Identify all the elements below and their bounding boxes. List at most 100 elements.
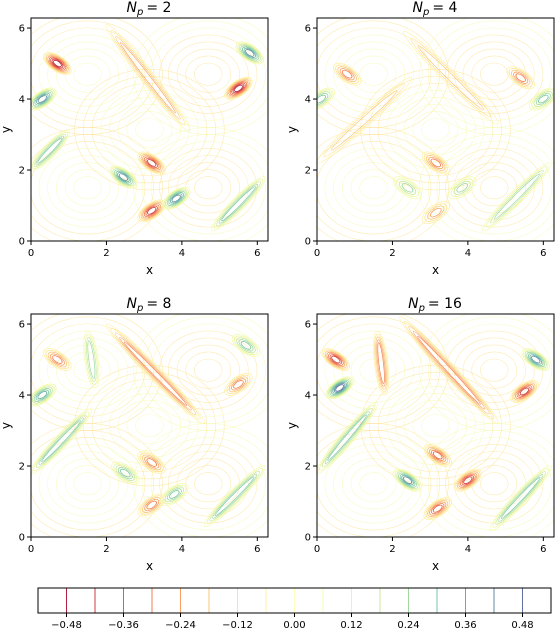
contour-line: [31, 385, 55, 405]
contour-line: [359, 472, 388, 496]
contour-line: [117, 467, 133, 480]
x-tick-label: 2: [103, 544, 109, 555]
contour-line: [117, 400, 182, 452]
contour-line: [326, 351, 346, 368]
contour-line: [229, 81, 248, 96]
contour-line: [510, 69, 531, 86]
contour-line: [31, 131, 68, 170]
contour-line: [333, 337, 414, 403]
contour-line: [317, 92, 329, 106]
contour-line: [321, 348, 351, 371]
contour-line: [421, 201, 451, 225]
contour-line: [73, 176, 102, 200]
colorbar-tick-label: 0.00: [283, 620, 305, 630]
contour-line: [231, 82, 246, 95]
contour-line: [386, 385, 485, 466]
contour-line: [359, 176, 388, 200]
contour-line: [176, 344, 240, 396]
contour-line: [460, 473, 476, 487]
contour-line: [135, 118, 164, 142]
contour-line: [164, 486, 185, 503]
contour-line: [55, 162, 120, 214]
contour-line: [141, 134, 268, 241]
contour-line: [166, 488, 182, 501]
contour-line: [516, 385, 533, 398]
axes-frame: [316, 313, 555, 538]
contour-line: [176, 48, 240, 100]
contour-line: [31, 383, 57, 407]
contour-line: [462, 344, 526, 396]
y-axis-label: y: [0, 126, 13, 133]
subplot-np-2: Np = 2 0 2 4 6 0 2 4 6 x y: [0, 0, 269, 277]
contour-line: [115, 170, 132, 184]
y-tick-label: 6: [19, 24, 25, 35]
contour-line: [533, 91, 554, 107]
contour-line: [317, 437, 432, 531]
contour-line: [421, 151, 451, 175]
contour-line: [456, 471, 479, 490]
contour-line: [159, 148, 258, 228]
contour-line: [471, 55, 518, 93]
contour-line: [91, 82, 208, 177]
contour-line: [398, 180, 417, 195]
contour-line: [87, 340, 96, 379]
subplot-np-16: Np = 16 0 2 4 6 0 2 4 6 x y: [285, 296, 555, 573]
contour-line: [230, 378, 246, 391]
contour-line: [35, 389, 50, 401]
y-tick-label: 2: [305, 462, 311, 473]
contour-line: [429, 501, 447, 516]
contour-line: [224, 76, 253, 100]
contour-line: [126, 111, 173, 149]
contour-line: [117, 172, 130, 183]
colorbar-level-lines: [66, 588, 523, 613]
contour-line: [482, 162, 552, 232]
contour-line: [214, 476, 255, 516]
contour-line: [115, 465, 136, 481]
contour-line: [341, 69, 353, 79]
contour-line: [31, 423, 163, 537]
contour-line: [113, 463, 138, 483]
contour-line: [31, 386, 53, 404]
contour-line: [402, 476, 413, 485]
contour-line: [500, 477, 541, 519]
contour-line: [31, 130, 70, 171]
contour-line: [236, 337, 256, 354]
contour-line: [456, 183, 469, 193]
contour-line: [341, 162, 406, 214]
vortex: [43, 348, 72, 371]
contour-line: [141, 454, 162, 471]
contour-line: [123, 341, 188, 406]
contour-line: [450, 178, 474, 197]
contour-line: [323, 349, 349, 370]
contour-line: [436, 27, 553, 121]
contour-line: [170, 193, 183, 204]
contour-line: [47, 351, 68, 368]
vortex: [160, 482, 189, 506]
contour-line: [427, 446, 449, 464]
plot-title: Np = 4: [413, 0, 458, 18]
contour-line: [33, 411, 90, 471]
contour-line: [337, 66, 357, 83]
contour-line: [426, 155, 446, 171]
contour-line: [463, 476, 473, 485]
contour-line: [515, 73, 526, 83]
colorbar-tick-label: −0.24: [165, 620, 196, 630]
contour-line: [47, 155, 128, 221]
y-axis-ticks: 0 2 4 6: [19, 24, 31, 248]
contour-line: [375, 336, 387, 390]
contour-line: [508, 68, 533, 88]
contour-line: [498, 474, 544, 522]
contour-line: [396, 471, 419, 490]
contour-line: [218, 183, 259, 224]
contour-line: [373, 330, 390, 396]
contour-line: [527, 353, 544, 366]
contour-line: [317, 314, 449, 431]
x-tick-label: 4: [179, 248, 185, 259]
contour-line: [159, 444, 258, 524]
contour-area: [317, 314, 554, 537]
x-axis-ticks: 0 2 4 6: [28, 241, 261, 259]
colorbar-tick-label: −0.12: [222, 620, 253, 630]
contour-line: [49, 353, 65, 366]
contour-line: [226, 374, 251, 395]
contour-line: [221, 186, 256, 222]
